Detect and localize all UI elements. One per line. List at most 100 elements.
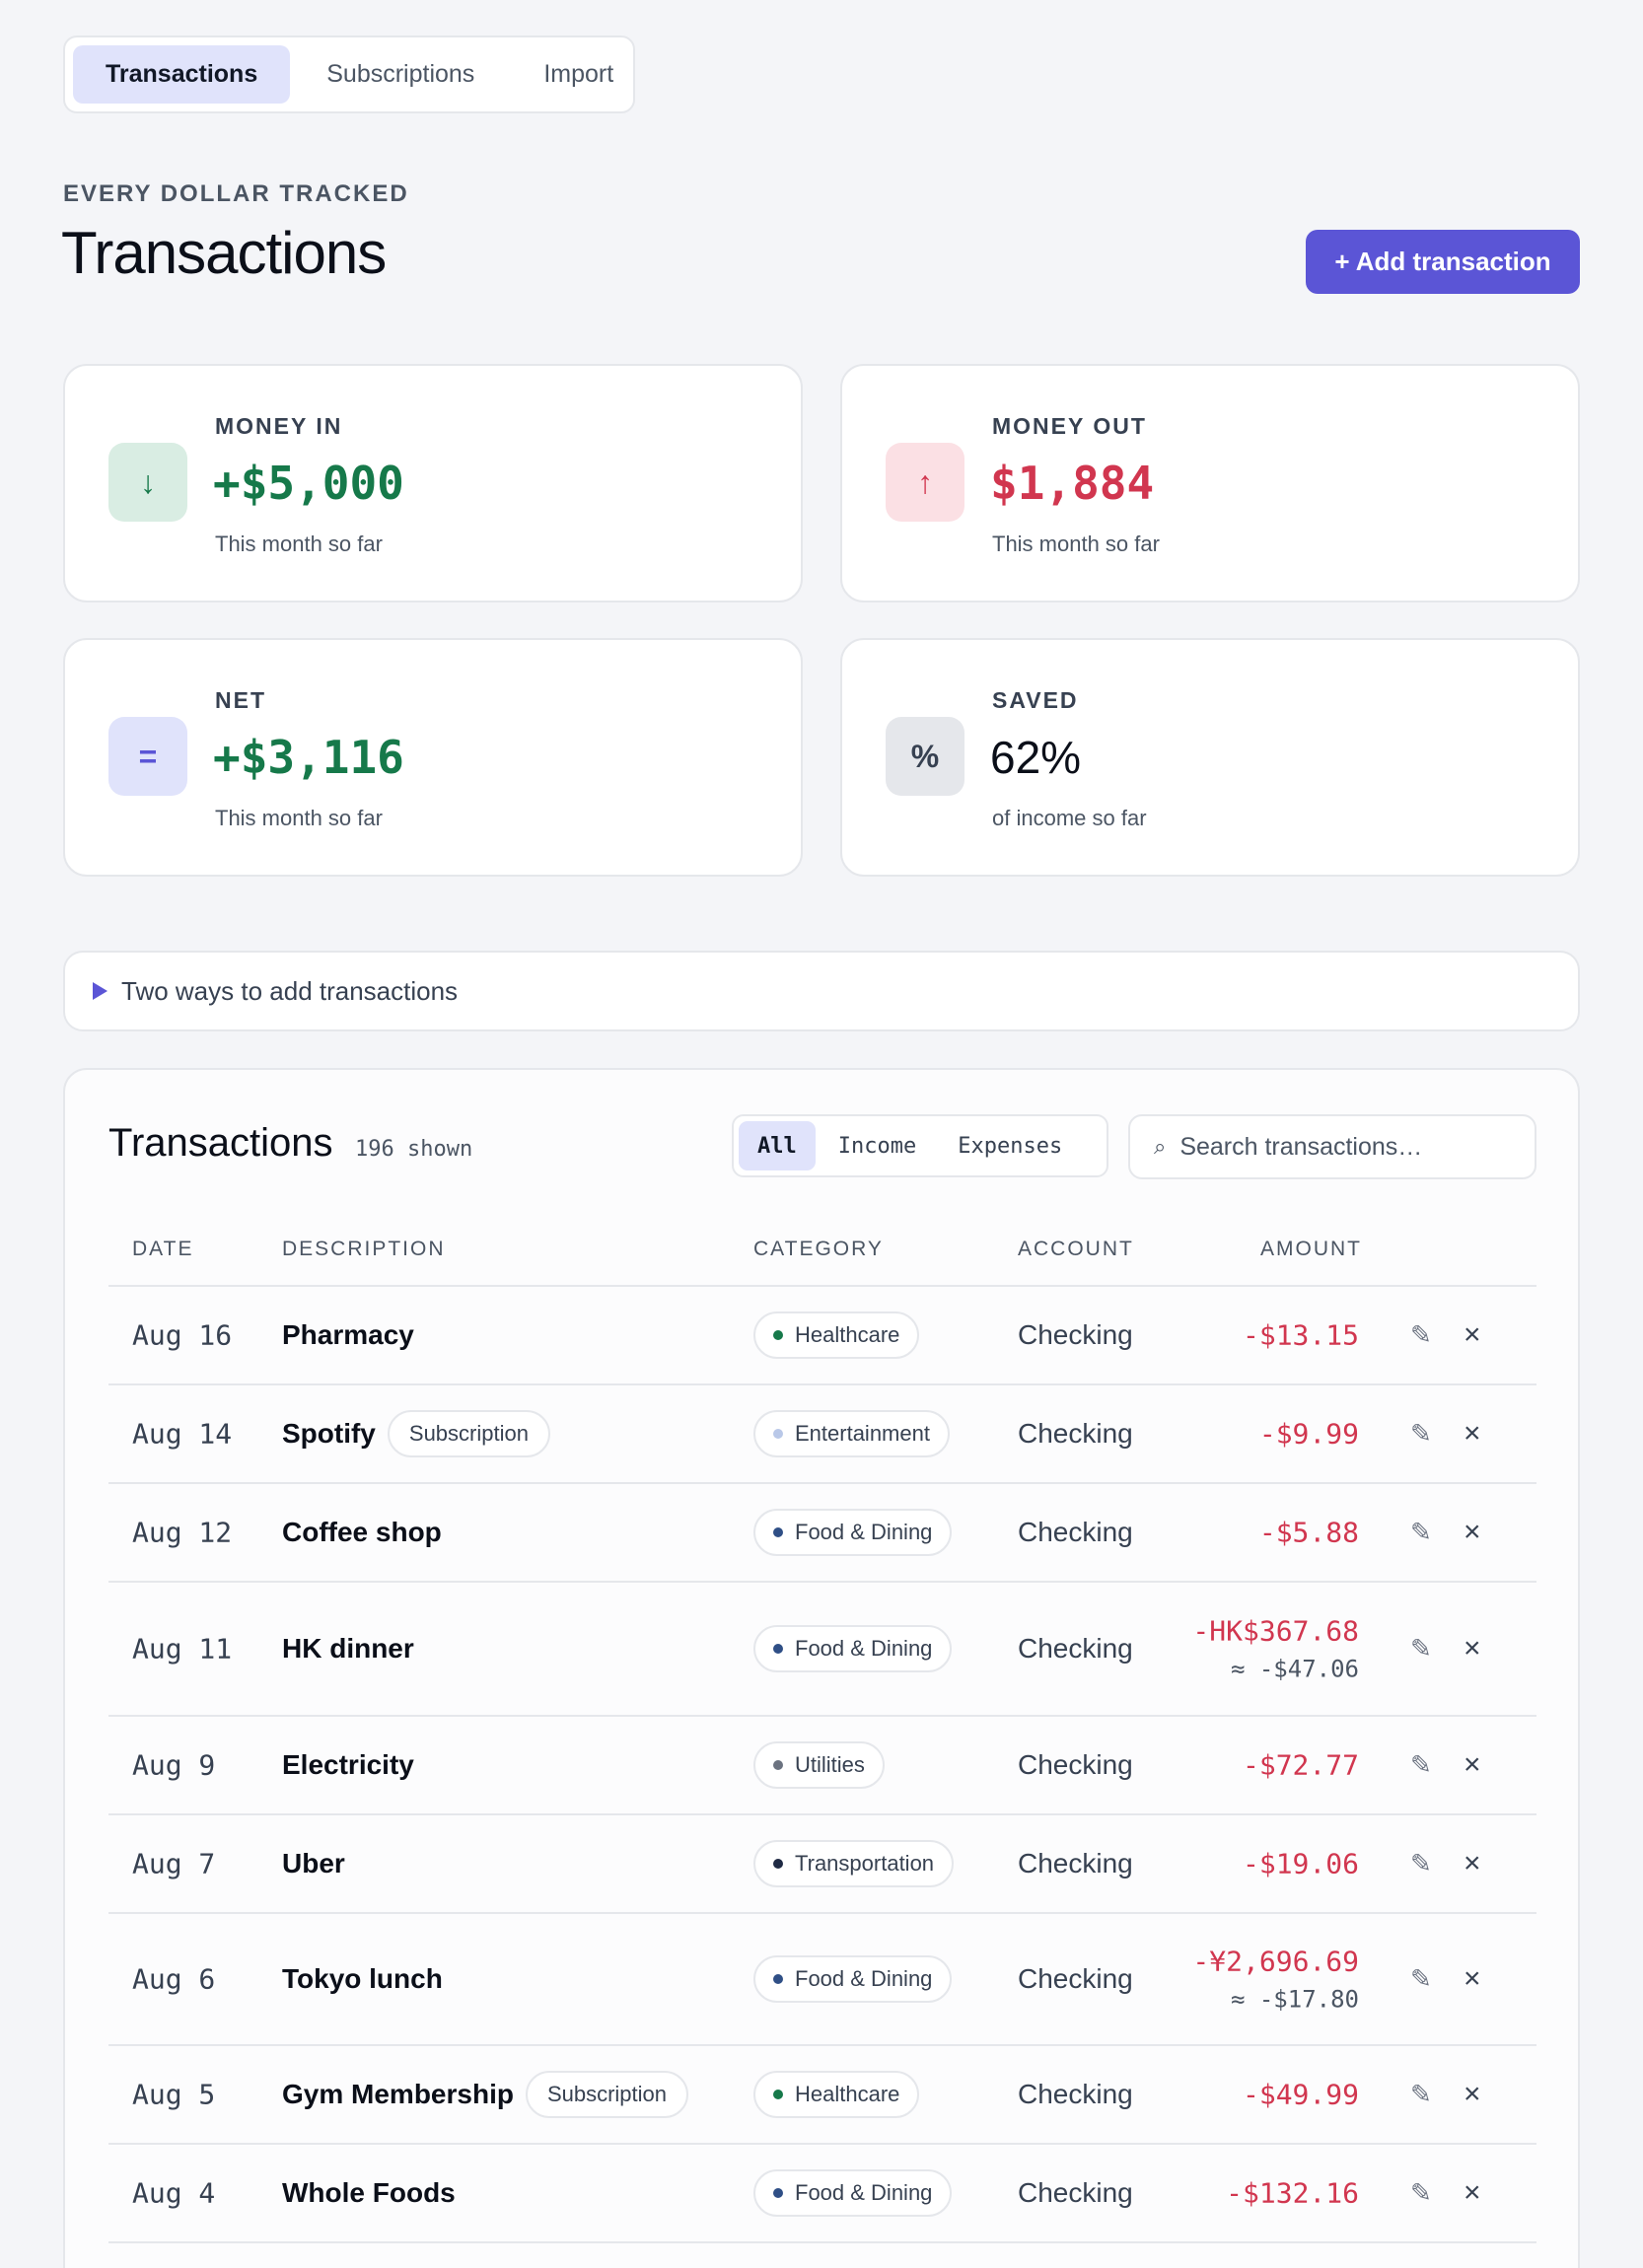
category-pill: Food & Dining xyxy=(753,1625,953,1672)
amount-value: -¥2,696.69 xyxy=(1192,1945,1359,1978)
row-category: Healthcare xyxy=(753,1311,920,1359)
amount-converted: ≈ -$47.06 xyxy=(1230,1655,1359,1683)
close-icon[interactable]: × xyxy=(1464,1962,1481,1995)
row-date: Aug 16 xyxy=(132,1318,233,1352)
stat-value: 62% xyxy=(990,732,1082,783)
row-date: Aug 5 xyxy=(132,2078,216,2111)
category-dot-icon xyxy=(773,1859,783,1869)
category-dot-icon xyxy=(773,2090,783,2099)
search-icon: ⌕ xyxy=(1154,1134,1167,1159)
table-row: Aug 16 Pharmacy Healthcare Checking -$13.15 ✎… xyxy=(108,1287,1536,1385)
pencil-icon[interactable]: ✎ xyxy=(1410,1418,1432,1449)
amount-value: -$19.06 xyxy=(1242,1847,1359,1880)
pencil-icon[interactable]: ✎ xyxy=(1410,1319,1432,1350)
row-account: Checking xyxy=(1018,1418,1133,1449)
category-pill: Entertainment xyxy=(753,1410,950,1457)
row-date: Aug 14 xyxy=(132,1417,233,1451)
category-dot-icon xyxy=(773,1760,783,1770)
stat-value: +$3,116 xyxy=(213,731,404,784)
category-dot-icon xyxy=(773,1974,783,1984)
col-category: CATEGORY xyxy=(753,1238,884,1260)
row-description-text: Tokyo lunch xyxy=(282,1963,443,1994)
row-description: HK dinner xyxy=(282,1633,414,1665)
category-label: Food & Dining xyxy=(795,1636,933,1661)
filter-income[interactable]: Income xyxy=(837,1133,917,1159)
tab-transactions[interactable]: Transactions xyxy=(73,45,291,104)
row-account: Checking xyxy=(1018,1517,1133,1547)
row-date: Aug 11 xyxy=(132,1632,233,1666)
row-description: Whole Foods xyxy=(282,2177,456,2209)
stat-card-saved: % SAVED 62% of income so far xyxy=(840,638,1580,877)
row-description: Tokyo lunch xyxy=(282,1963,443,1995)
row-amount: -$9.99 xyxy=(1259,1418,1359,1451)
row-account: Checking xyxy=(1018,1963,1133,1994)
panel-title: Transactions xyxy=(108,1121,333,1165)
close-icon[interactable]: × xyxy=(1464,2078,1481,2110)
col-account: ACCOUNT xyxy=(1018,1238,1134,1260)
transactions-panel: Transactions 196 shown All Income Expens… xyxy=(63,1068,1580,2268)
close-icon[interactable]: × xyxy=(1464,1516,1481,1548)
amount-value: -$132.16 xyxy=(1226,2176,1359,2210)
amount-value: -$13.15 xyxy=(1242,1318,1359,1352)
pencil-icon[interactable]: ✎ xyxy=(1410,2177,1432,2208)
row-amount: -$13.15 xyxy=(1243,1319,1359,1352)
row-description-text: Gym Membership xyxy=(282,2079,514,2109)
table-row: Aug 9 Electricity Utilities Checking -$72.77… xyxy=(108,1717,1536,1815)
stat-label: MONEY OUT xyxy=(992,413,1147,439)
row-description: Uber xyxy=(282,1848,345,1879)
row-description-text: Spotify xyxy=(282,1418,376,1449)
row-amount: -$19.06 xyxy=(1243,1848,1359,1880)
row-description-text: Electricity xyxy=(282,1749,414,1780)
row-description: Electricity xyxy=(282,1749,414,1781)
amount-value: -$9.99 xyxy=(1258,1417,1359,1451)
row-category: Utilities xyxy=(753,1741,885,1789)
col-amount: AMOUNT xyxy=(1260,1238,1362,1260)
close-icon[interactable]: × xyxy=(1464,1847,1481,1879)
category-pill: Food & Dining xyxy=(753,1509,953,1556)
top-tabs: Transactions Subscriptions Import xyxy=(63,35,635,113)
row-description: Spotify Subscription xyxy=(282,1410,550,1457)
tab-subscriptions[interactable]: Subscriptions xyxy=(326,60,475,88)
close-icon[interactable]: × xyxy=(1464,1748,1481,1781)
row-account: Checking xyxy=(1018,2079,1133,2109)
tab-import[interactable]: Import xyxy=(543,60,614,88)
table-row: Aug 12 Coffee shop Food & Dining Checking -$… xyxy=(108,1484,1536,1583)
close-icon[interactable]: × xyxy=(1464,1632,1481,1665)
pencil-icon[interactable]: ✎ xyxy=(1410,1749,1432,1780)
add-methods-disclosure[interactable]: Two ways to add transactions xyxy=(63,951,1580,1031)
row-date: Aug 4 xyxy=(132,2176,216,2210)
stat-value: +$5,000 xyxy=(213,457,404,510)
row-category: Food & Dining xyxy=(753,1625,953,1672)
amount-value: -$5.88 xyxy=(1258,1516,1359,1549)
row-account: Checking xyxy=(1018,1633,1133,1664)
category-dot-icon xyxy=(773,1527,783,1537)
filter-all[interactable]: All xyxy=(739,1121,816,1170)
col-description: DESCRIPTION xyxy=(282,1238,446,1260)
row-category: Healthcare xyxy=(753,2071,920,2118)
close-icon[interactable]: × xyxy=(1464,2176,1481,2209)
stat-label: SAVED xyxy=(992,687,1079,713)
category-pill: Healthcare xyxy=(753,2071,920,2118)
table-header: DATE DESCRIPTION CATEGORY ACCOUNT AMOUNT xyxy=(108,1228,1536,1287)
amount-converted: ≈ -$17.80 xyxy=(1230,1985,1359,2014)
table-row: Aug 14 Spotify Subscription Entertainment Ch… xyxy=(108,1385,1536,1484)
stat-card-money-in: ↓ MONEY IN +$5,000 This month so far xyxy=(63,364,803,602)
table-row: Aug 4 Whole Foods Food & Dining Checking -$1… xyxy=(108,2145,1536,2243)
row-category: Food & Dining xyxy=(753,1955,953,2003)
close-icon[interactable]: × xyxy=(1464,1417,1481,1450)
pencil-icon[interactable]: ✎ xyxy=(1410,1848,1432,1878)
row-amount: -¥2,696.69 ≈ -$17.80 xyxy=(1192,1946,1359,2014)
row-date: Aug 9 xyxy=(132,1748,216,1782)
search-input[interactable] xyxy=(1179,1132,1516,1162)
col-date: DATE xyxy=(132,1238,194,1260)
filter-expenses[interactable]: Expenses xyxy=(958,1133,1063,1159)
pencil-icon[interactable]: ✎ xyxy=(1410,2079,1432,2109)
close-icon[interactable]: × xyxy=(1464,1318,1481,1351)
stat-subtext: This month so far xyxy=(215,806,383,830)
category-pill: Food & Dining xyxy=(753,1955,953,2003)
pencil-icon[interactable]: ✎ xyxy=(1410,1633,1432,1664)
page-eyebrow: EVERY DOLLAR TRACKED xyxy=(63,180,409,207)
pencil-icon[interactable]: ✎ xyxy=(1410,1517,1432,1547)
add-transaction-button[interactable]: + Add transaction xyxy=(1306,230,1580,294)
pencil-icon[interactable]: ✎ xyxy=(1410,1963,1432,1994)
